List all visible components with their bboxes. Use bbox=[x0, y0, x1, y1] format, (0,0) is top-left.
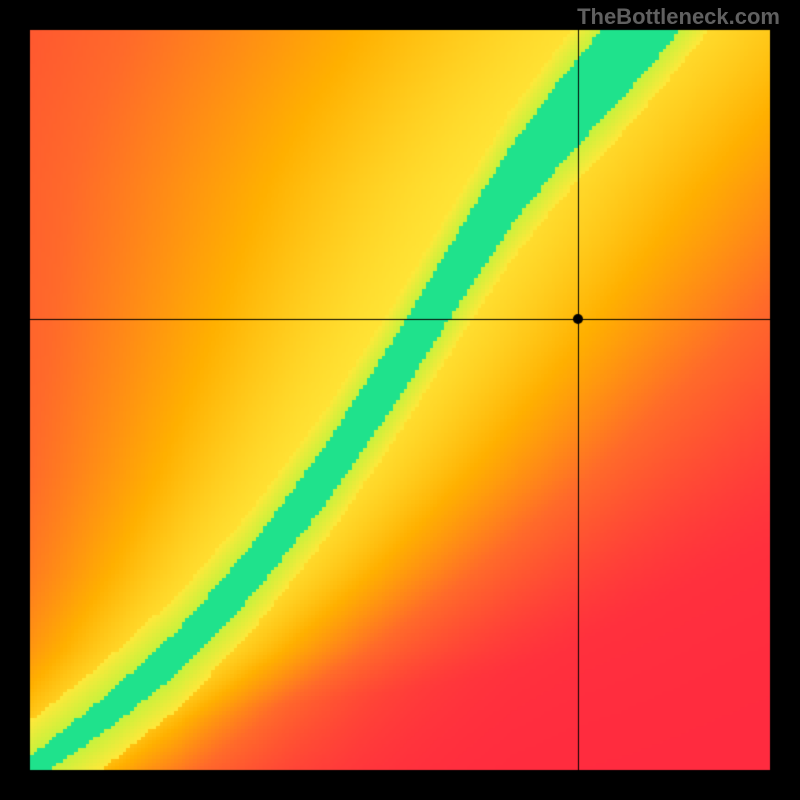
bottleneck-heatmap-canvas bbox=[0, 0, 800, 800]
chart-container: TheBottleneck.com bbox=[0, 0, 800, 800]
watermark-text: TheBottleneck.com bbox=[577, 4, 780, 30]
